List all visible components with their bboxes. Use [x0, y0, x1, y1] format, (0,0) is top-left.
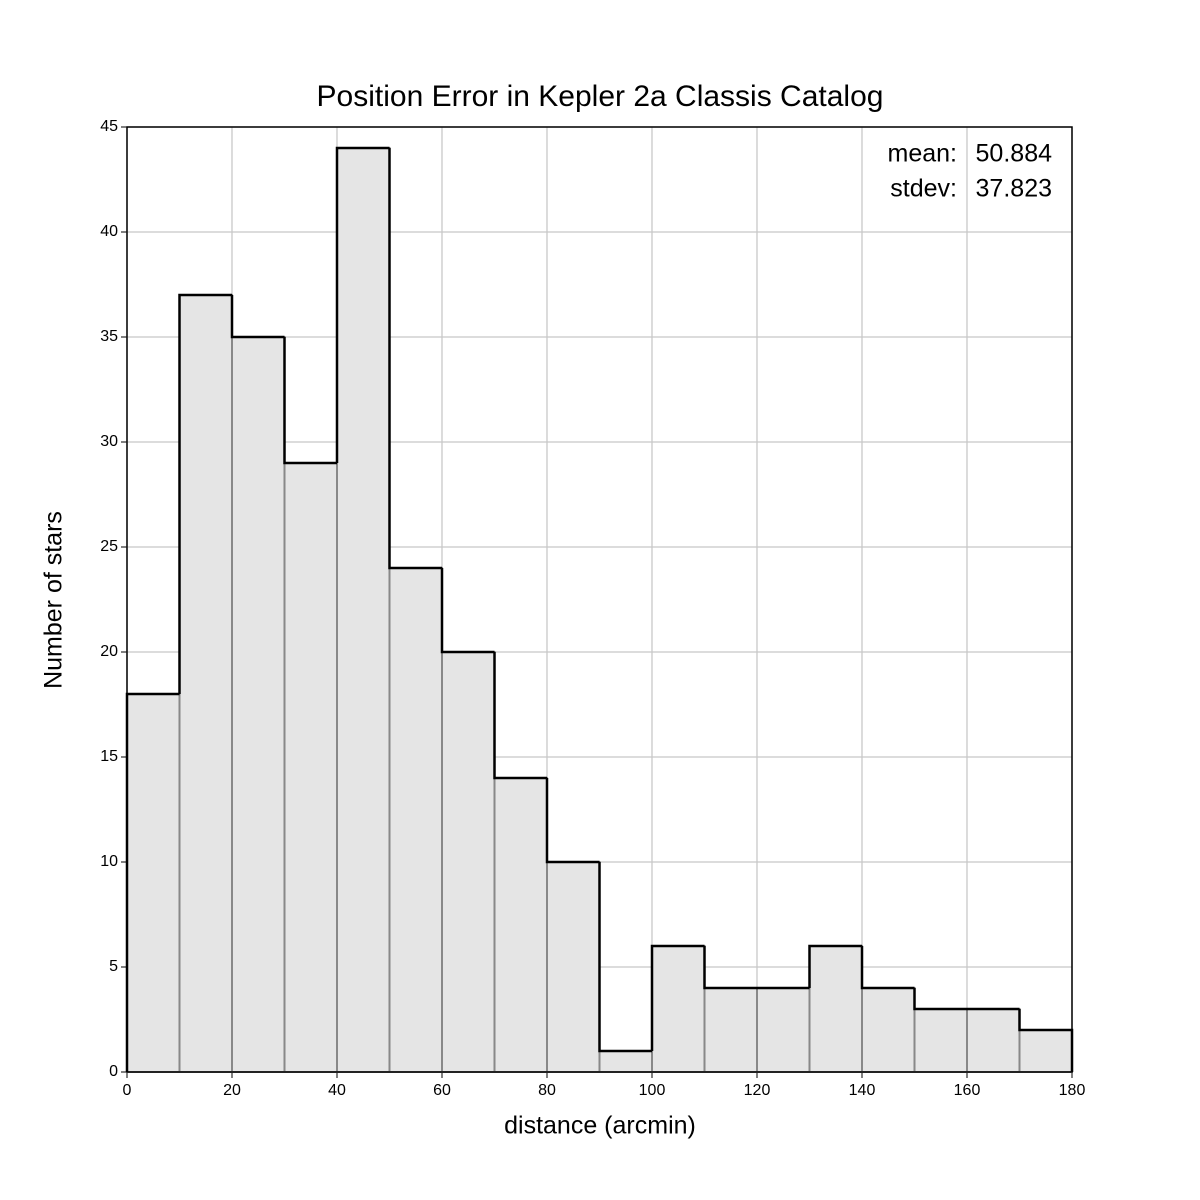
bar [1018, 1029, 1073, 1073]
bar [861, 987, 916, 1073]
bar-outline [283, 337, 337, 465]
y-tick-label: 15 [100, 748, 118, 765]
y-tick-label: 35 [100, 328, 118, 345]
bar [546, 861, 601, 1073]
y-tick-label: 45 [100, 118, 118, 135]
y-axis-label: Number of stars [40, 511, 68, 689]
x-tick-label: 80 [538, 1082, 556, 1099]
y-tick-label: 5 [109, 958, 118, 975]
bar [178, 294, 233, 1073]
bar-outline [335, 146, 390, 463]
y-tick-label: 10 [100, 853, 118, 870]
x-tick-label: 160 [954, 1082, 981, 1099]
bar [441, 651, 496, 1073]
bar [703, 987, 758, 1073]
bar-outline [545, 778, 600, 864]
x-axis-label: distance (arcmin) [504, 1112, 696, 1140]
bar [493, 777, 548, 1073]
x-tick-label: 40 [328, 1082, 346, 1099]
x-tick-label: 0 [123, 1082, 132, 1099]
bar-outline [178, 293, 232, 694]
bar [283, 462, 338, 1073]
x-tick-label: 100 [639, 1082, 666, 1099]
y-tick-label: 0 [109, 1063, 118, 1080]
bar-outline [440, 568, 495, 654]
bar [388, 567, 443, 1073]
bar [756, 987, 811, 1073]
bar [231, 336, 286, 1073]
bar-outline [703, 946, 757, 990]
bar [651, 945, 706, 1073]
bar [966, 1008, 1021, 1073]
bar [126, 693, 181, 1073]
annotation-label: mean: [888, 140, 957, 168]
bar-outline [493, 652, 547, 780]
chart-title: Position Error in Kepler 2a Classis Cata… [317, 80, 884, 113]
x-tick-label: 180 [1059, 1082, 1086, 1099]
bar-outline [388, 148, 442, 570]
bar-outline [860, 946, 915, 990]
bar-outline [650, 944, 705, 1051]
bar [336, 147, 391, 1073]
y-tick-label: 30 [100, 433, 118, 450]
plot-frame [126, 126, 1073, 1073]
annotation-value: 50.884 [976, 140, 1053, 168]
bar [598, 1050, 653, 1073]
y-tick-label: 20 [100, 643, 118, 660]
bar [913, 1008, 968, 1073]
bar-outline [808, 944, 862, 988]
x-tick-label: 20 [223, 1082, 241, 1099]
bar-outline [230, 295, 285, 339]
annotation-value: 37.823 [976, 175, 1052, 203]
bar-outline [913, 988, 967, 1011]
x-tick-label: 60 [433, 1082, 451, 1099]
y-tick-label: 40 [100, 223, 118, 240]
y-tick-label: 25 [100, 538, 118, 555]
x-tick-label: 120 [744, 1082, 771, 1099]
annotation-label: stdev: [890, 175, 957, 203]
bar [808, 945, 863, 1073]
bar-outline [598, 862, 652, 1053]
x-tick-label: 140 [849, 1082, 876, 1099]
